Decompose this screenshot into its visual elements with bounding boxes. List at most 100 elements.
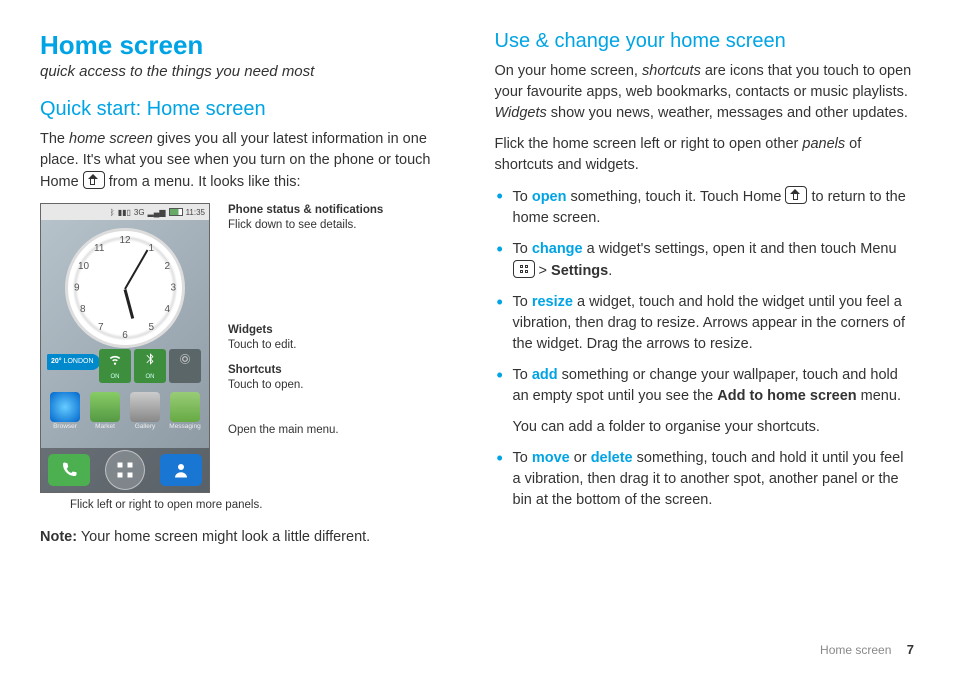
gps-icon: [178, 352, 192, 366]
text-italic: home screen: [69, 131, 153, 147]
phone-figure: ᛒ ▮▮▯ 3G ▂▄▆ 11:35 121234567891011 20° L…: [40, 203, 460, 493]
bullet-resize: To resize a widget, touch and hold the w…: [495, 292, 915, 355]
signal-icon: ▮▮▯: [118, 208, 131, 217]
section-use-change-heading: Use & change your home screen: [495, 30, 915, 53]
page-footer: Home screen 7: [40, 632, 914, 657]
callout-title: Shortcuts: [228, 363, 460, 378]
text-bold: Add to home screen: [717, 388, 856, 404]
bullet-change: To change a widget's settings, open it a…: [495, 239, 915, 282]
text: .: [608, 263, 612, 279]
callout-sub: Flick down to see details.: [228, 219, 356, 231]
app-label: Messaging: [167, 423, 203, 430]
dock-contacts-button: [160, 454, 202, 486]
app-label: Gallery: [127, 423, 163, 430]
app-shortcuts-row: Browser Market Gallery Messaging: [47, 392, 203, 430]
callout-widgets: Widgets Touch to edit.: [222, 323, 460, 353]
toggle-label: ON: [146, 374, 155, 380]
wifi-icon: [108, 352, 122, 366]
text: The: [40, 131, 69, 147]
right-column: Use & change your home screen On your ho…: [495, 30, 915, 632]
text: something, touch it. Touch Home: [566, 189, 785, 205]
left-column: Home screen quick access to the things y…: [40, 30, 460, 632]
text: a widget's settings, open it and then to…: [583, 241, 897, 257]
toggle-widgets: ON ON: [99, 349, 201, 383]
footer-page-number: 7: [907, 642, 914, 657]
text-italic: panels: [802, 136, 845, 152]
app-browser: Browser: [47, 392, 83, 430]
menu-icon: [513, 260, 535, 278]
clock-widget: 121234567891011: [65, 228, 185, 348]
callout-shortcuts: Shortcuts Touch to open.: [222, 363, 460, 393]
note-label: Note:: [40, 529, 77, 545]
quickstart-paragraph: The home screen gives you all your lates…: [40, 129, 460, 193]
bullet-add-sub: You can add a folder to organise your sh…: [495, 417, 915, 438]
text: To: [513, 367, 532, 383]
callout-statusbar: Phone status & notifications Flick down …: [222, 203, 460, 233]
weather-temp: 20°: [51, 358, 62, 365]
wifi-toggle: ON: [99, 349, 131, 383]
app-messaging: Messaging: [167, 392, 203, 430]
bluetooth-icon: ᛒ: [110, 208, 115, 217]
home-icon: [83, 171, 105, 189]
keyword: change: [532, 241, 583, 257]
keyword: move: [532, 450, 570, 466]
keyword: delete: [591, 450, 633, 466]
app-gallery: Gallery: [127, 392, 163, 430]
callout-sub: Touch to open.: [228, 379, 303, 391]
text-italic: shortcuts: [642, 63, 701, 79]
instructions-list: To open something, touch it. Touch Home …: [495, 186, 915, 407]
text: >: [535, 263, 552, 279]
callout-title: Phone status & notifications: [228, 203, 460, 218]
footer-section-label: Home screen: [820, 643, 891, 657]
section-quickstart-heading: Quick start: Home screen: [40, 98, 460, 121]
bullet-add: To add something or change your wallpape…: [495, 365, 915, 407]
text: To: [513, 294, 532, 310]
keyword: resize: [532, 294, 573, 310]
phone-mockup: ᛒ ▮▮▯ 3G ▂▄▆ 11:35 121234567891011 20° L…: [40, 203, 210, 493]
phone-dock: [41, 448, 209, 492]
dock-phone-button: [48, 454, 90, 486]
note-paragraph: Note: Your home screen might look a litt…: [40, 527, 460, 548]
gps-toggle: [169, 349, 201, 383]
app-label: Browser: [47, 423, 83, 430]
text-italic: Widgets: [495, 105, 547, 121]
page-title: Home screen: [40, 30, 460, 61]
network-label: 3G: [134, 208, 145, 217]
clock-time: 11:35: [186, 208, 205, 217]
text: or: [570, 450, 591, 466]
toggle-label: ON: [111, 374, 120, 380]
weather-widget: 20° LONDON: [47, 354, 100, 370]
text: To: [513, 241, 532, 257]
app-label: Market: [87, 423, 123, 430]
instructions-list-2: To move or delete something, touch and h…: [495, 448, 915, 511]
use-change-para-1: On your home screen, shortcuts are icons…: [495, 61, 915, 124]
text: Flick the home screen left or right to o…: [495, 136, 803, 152]
text: show you news, weather, messages and oth…: [547, 105, 908, 121]
dock-apps-button: [105, 450, 145, 490]
figure-caption-below: Flick left or right to open more panels.: [40, 499, 460, 511]
apps-grid-icon: [115, 460, 135, 480]
person-icon: [172, 461, 190, 479]
bluetooth-toggle: ON: [134, 349, 166, 383]
callout-title: Widgets: [228, 323, 460, 338]
signal-bars-icon: ▂▄▆: [148, 208, 166, 217]
text: To: [513, 450, 532, 466]
home-icon: [785, 186, 807, 204]
battery-icon: [169, 208, 183, 216]
figure-callouts: Phone status & notifications Flick down …: [222, 203, 460, 493]
callout-text: Open the main menu.: [228, 424, 339, 436]
use-change-para-2: Flick the home screen left or right to o…: [495, 134, 915, 176]
phone-icon: [60, 461, 78, 479]
toggle-label: [184, 374, 186, 380]
text: from a menu. It looks like this:: [105, 174, 301, 190]
keyword: add: [532, 367, 558, 383]
callout-mainmenu: Open the main menu.: [222, 423, 460, 438]
text: menu.: [857, 388, 901, 404]
note-text: Your home screen might look a little dif…: [77, 529, 370, 545]
bullet-open: To open something, touch it. Touch Home …: [495, 186, 915, 229]
bluetooth-icon: [143, 352, 157, 366]
text: On your home screen,: [495, 63, 643, 79]
text-bold: Settings: [551, 263, 608, 279]
subtitle: quick access to the things you need most: [40, 63, 460, 80]
text: To: [513, 189, 532, 205]
